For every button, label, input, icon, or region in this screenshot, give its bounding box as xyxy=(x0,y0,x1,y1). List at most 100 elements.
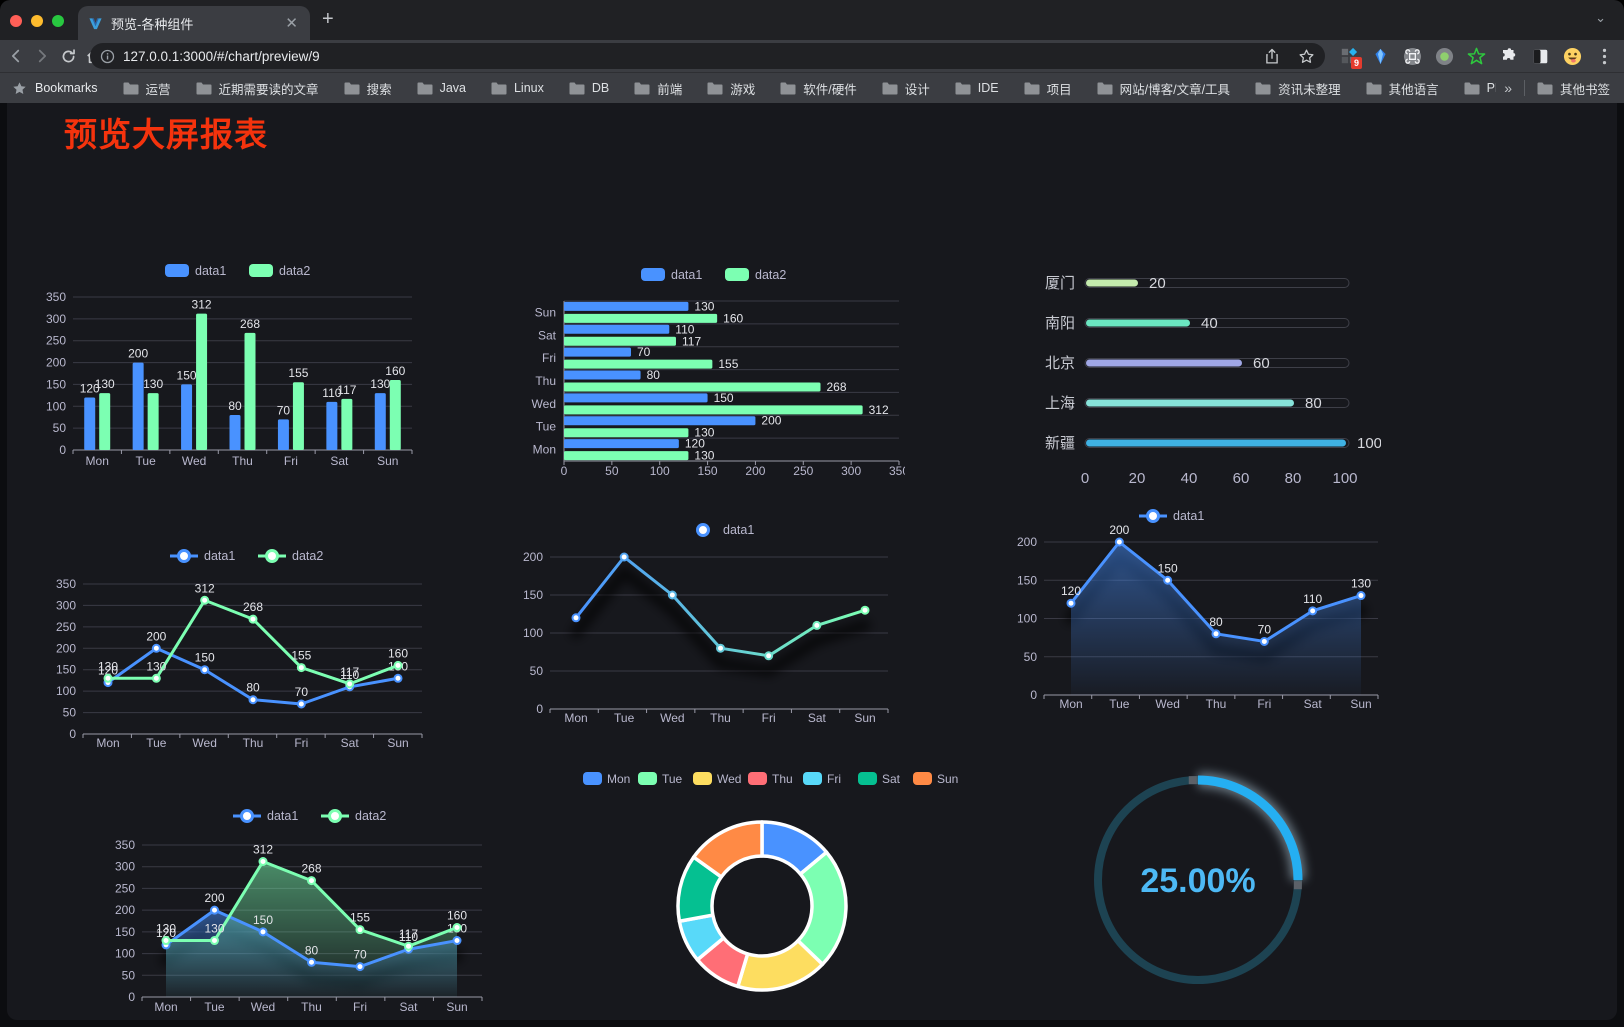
bookmark-folder-item[interactable]: Java xyxy=(417,81,466,95)
url-text[interactable]: 127.0.0.1:3000/#/chart/preview/9 xyxy=(123,48,320,64)
bookmark-folder-item[interactable]: 资讯未整理 xyxy=(1255,79,1341,98)
svg-text:110: 110 xyxy=(675,322,694,336)
bookmark-folder-item[interactable]: 软件/硬件 xyxy=(780,79,857,98)
svg-text:data2: data2 xyxy=(355,809,386,823)
bookmark-folder-item[interactable]: 其他语言 xyxy=(1366,79,1439,98)
svg-text:268: 268 xyxy=(243,600,263,614)
svg-text:50: 50 xyxy=(1024,650,1038,664)
svg-text:312: 312 xyxy=(192,298,212,312)
other-bookmarks-button[interactable]: 其他书签 xyxy=(1537,79,1610,98)
svg-text:Wed: Wed xyxy=(660,711,684,725)
bookmarks-overflow-chevron[interactable]: » xyxy=(1504,80,1512,96)
svg-text:150: 150 xyxy=(523,588,543,602)
chart-donut[interactable]: Mon Tue Wed Thu Fri Sat Sun xyxy=(560,763,964,1008)
svg-text:150: 150 xyxy=(46,377,66,391)
svg-text:150: 150 xyxy=(195,651,215,665)
svg-text:117: 117 xyxy=(399,927,418,941)
bookmark-folder-item[interactable]: 搜索 xyxy=(344,79,392,98)
svg-text:300: 300 xyxy=(115,860,135,874)
svg-text:南阳: 南阳 xyxy=(1045,315,1075,332)
svg-text:Tue: Tue xyxy=(1109,697,1130,711)
svg-text:300: 300 xyxy=(56,598,76,612)
svg-text:Wed: Wed xyxy=(1155,697,1179,711)
bookmark-folder-item[interactable]: 运营 xyxy=(123,79,171,98)
svg-text:50: 50 xyxy=(63,706,77,720)
bookmarks-bar: Bookmarks 运营 近期需要读的文章 搜索 Java Linux DB 前端 游戏 软件/… xyxy=(0,72,1624,103)
svg-text:Sat: Sat xyxy=(882,772,901,786)
window-zoom-button[interactable] xyxy=(52,15,64,27)
chart-grouped-bar[interactable]: data1 data2 0 50 100 150 200 250 300 350 Mon Tue Wed… xyxy=(40,253,465,478)
svg-text:200: 200 xyxy=(146,629,166,643)
svg-text:Sun: Sun xyxy=(446,1000,467,1014)
chart-line-two-series[interactable]: data1 data2 0 50 100 150 200 250 300 350 Mon Tue Wed… xyxy=(45,543,430,758)
bookmark-folder-list: 运营 近期需要读的文章 搜索 Java Linux DB 前端 游戏 软件/硬件 设计 IDE 项目 网… xyxy=(123,79,1624,98)
svg-text:117: 117 xyxy=(340,665,359,679)
extension-grid-icon[interactable]: 9 xyxy=(1339,47,1362,69)
svg-text:data1: data1 xyxy=(195,264,226,278)
svg-text:0: 0 xyxy=(1030,688,1037,702)
extension-circle-command-icon[interactable] xyxy=(1403,47,1422,66)
tab-strip-chevron-icon[interactable]: ⌄ xyxy=(1595,10,1606,25)
bookmark-star-icon[interactable] xyxy=(1298,48,1315,65)
bookmark-folder-item[interactable]: 游戏 xyxy=(707,79,755,98)
extension-green-star-icon[interactable] xyxy=(1467,47,1486,66)
svg-text:Wed: Wed xyxy=(251,1000,275,1014)
svg-text:Thu: Thu xyxy=(301,1000,322,1014)
svg-text:312: 312 xyxy=(253,843,273,857)
new-tab-button[interactable]: + xyxy=(322,8,334,30)
site-info-icon[interactable] xyxy=(100,49,115,64)
bookmark-folder-item[interactable]: 网站/博客/文章/工具 xyxy=(1097,79,1230,98)
extension-puzzle-icon[interactable] xyxy=(1499,47,1518,66)
extension-gem-icon[interactable] xyxy=(1371,47,1390,66)
bookmark-folder-item[interactable]: IDE xyxy=(955,81,999,95)
chart-horizontal-bar[interactable]: data1 data2 0 50 100 150 200 250 300 350 Sun 130 160… xyxy=(505,253,909,485)
tab-close-icon[interactable]: ✕ xyxy=(285,15,298,32)
menu-kebab-icon[interactable] xyxy=(1595,47,1614,66)
share-icon[interactable] xyxy=(1264,48,1280,65)
svg-text:130: 130 xyxy=(143,377,163,391)
window-close-button[interactable] xyxy=(10,15,22,27)
svg-text:130: 130 xyxy=(694,426,714,440)
reload-button[interactable] xyxy=(58,46,78,66)
bookmark-folder-item[interactable]: 近期需要读的文章 xyxy=(196,79,319,98)
chart-progress-bars[interactable]: 厦门 20 南阳 40 北京 60 上海 80 新疆 100 0 20 40 60 80 100 xyxy=(995,263,1382,493)
forward-button[interactable] xyxy=(32,46,52,66)
chart-line-area-two-series[interactable]: data1 data2 0 50 100 150 200 250 300 350 Mon Tue Wed… xyxy=(110,793,495,1027)
tab-title: 预览-各种组件 xyxy=(111,16,194,32)
browser-tab[interactable]: 预览-各种组件 ✕ xyxy=(78,6,310,40)
bookmark-folder-item[interactable]: DB xyxy=(569,81,609,95)
svg-text:Tue: Tue xyxy=(146,736,167,750)
svg-text:150: 150 xyxy=(698,464,718,478)
bookmark-folder-item[interactable]: Linux xyxy=(491,81,544,95)
svg-text:80: 80 xyxy=(647,368,661,382)
svg-text:Mon: Mon xyxy=(96,736,119,750)
svg-text:Tue: Tue xyxy=(536,420,557,434)
svg-text:Fri: Fri xyxy=(284,454,298,468)
svg-text:70: 70 xyxy=(637,345,651,359)
svg-text:268: 268 xyxy=(240,317,260,331)
address-bar[interactable]: 127.0.0.1:3000/#/chart/preview/9 xyxy=(90,43,1325,69)
svg-text:Tue: Tue xyxy=(662,772,683,786)
extension-emoji-icon[interactable] xyxy=(1563,47,1582,66)
extension-green-dot-icon[interactable] xyxy=(1435,47,1454,66)
chart-line-area[interactable]: data1 0 50 100 150 200 Mon Tue Wed Thu Fri Sat Sun 12… xyxy=(985,488,1380,723)
svg-text:60: 60 xyxy=(1253,355,1270,372)
svg-text:Tue: Tue xyxy=(136,454,157,468)
back-button[interactable] xyxy=(6,46,26,66)
bookmark-folder-item[interactable]: 设计 xyxy=(882,79,930,98)
chart-gauge[interactable]: 25.00% xyxy=(1078,760,1318,1000)
svg-text:Fri: Fri xyxy=(1257,697,1271,711)
svg-text:350: 350 xyxy=(889,464,905,478)
window-minimize-button[interactable] xyxy=(31,15,43,27)
svg-text:0: 0 xyxy=(69,727,76,741)
chart-line-gradient[interactable]: data1 0 50 100 150 200 Mon Tue Wed Thu Fri Sat Sun xyxy=(510,518,895,733)
svg-text:350: 350 xyxy=(115,838,135,852)
bookmark-folder-item[interactable]: 前端 xyxy=(634,79,682,98)
bookmark-folder-item[interactable]: 项目 xyxy=(1024,79,1072,98)
extension-contrast-icon[interactable] xyxy=(1531,47,1550,66)
svg-text:100: 100 xyxy=(523,626,543,640)
svg-text:Sat: Sat xyxy=(399,1000,418,1014)
tab-favicon-icon xyxy=(88,16,103,31)
bookmarks-label[interactable]: Bookmarks xyxy=(35,81,98,95)
svg-text:0: 0 xyxy=(59,443,66,457)
